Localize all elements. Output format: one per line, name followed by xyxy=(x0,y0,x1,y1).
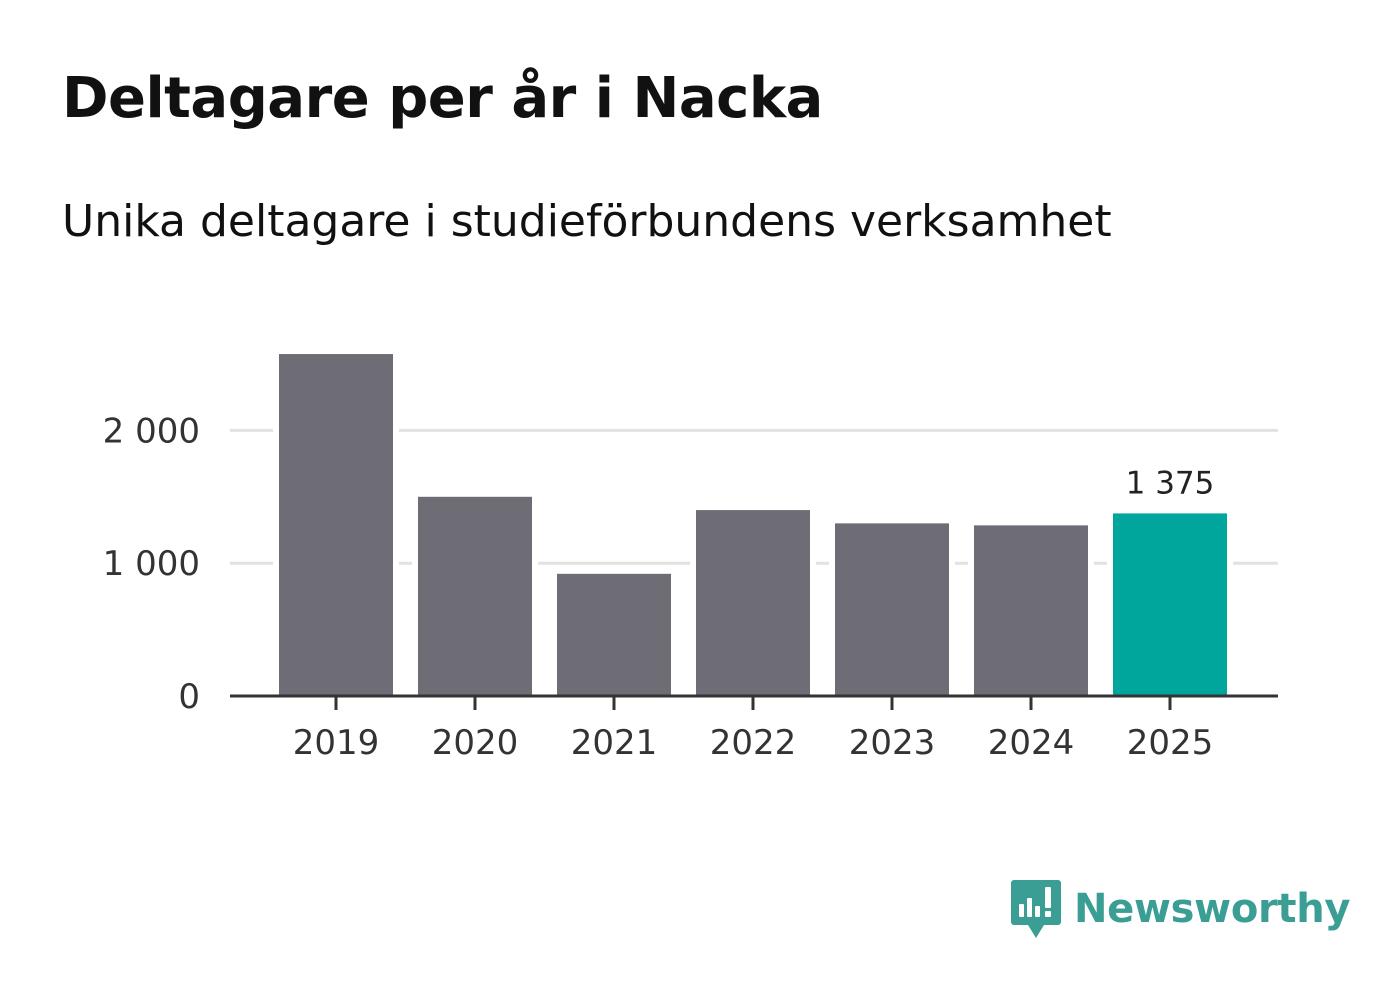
y-tick-label: 0 xyxy=(178,677,200,717)
x-tick-label: 2022 xyxy=(710,723,797,763)
x-tick-label: 2025 xyxy=(1127,723,1214,763)
bar-2025 xyxy=(1113,513,1227,696)
bar-2019 xyxy=(279,354,393,696)
data-label-2025: 1 375 xyxy=(1126,465,1215,501)
bars xyxy=(273,354,1233,696)
labels: 0 1 000 2 000 2019 2020 2021 2022 2023 2024 2025 1… xyxy=(103,411,1215,763)
chart-subtitle: Unika deltagare i studieförbundens verks… xyxy=(62,196,1112,247)
x-tick-label: 2024 xyxy=(988,723,1075,763)
x-tick-label: 2019 xyxy=(293,723,380,763)
brand-name: Newsworthy xyxy=(1074,886,1351,932)
newsworthy-logo-icon xyxy=(1011,880,1061,938)
brand-footer: Newsworthy xyxy=(1010,878,1351,940)
bar-2024 xyxy=(974,525,1088,696)
x-tick-label: 2021 xyxy=(571,723,658,763)
axes xyxy=(230,694,1278,710)
bar-2020 xyxy=(418,496,532,696)
bar-2023 xyxy=(835,523,949,696)
bar-2021 xyxy=(557,573,671,696)
x-tick-label: 2023 xyxy=(849,723,936,763)
chart-title: Deltagare per år i Nacka xyxy=(62,66,823,131)
y-tick-label: 2 000 xyxy=(103,411,200,451)
x-tick-label: 2020 xyxy=(432,723,519,763)
bar-2022 xyxy=(696,510,810,696)
y-tick-label: 1 000 xyxy=(103,544,200,584)
